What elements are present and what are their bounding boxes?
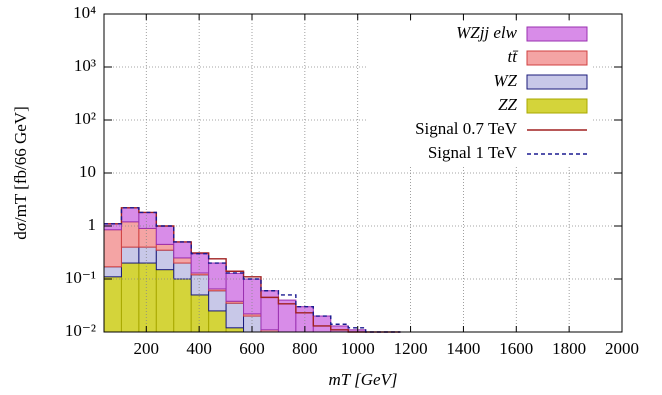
bar-segment xyxy=(173,278,192,333)
bar-segment xyxy=(120,246,140,264)
bar-segment xyxy=(120,221,140,248)
bar-segment xyxy=(173,257,192,264)
legend-swatch xyxy=(526,98,588,114)
x-tick-label: 400 xyxy=(186,339,212,358)
legend-label: Signal 1 TeV xyxy=(428,143,518,162)
signal-line xyxy=(104,207,401,333)
y-tick-label: 10² xyxy=(74,109,96,128)
signal-line xyxy=(104,207,401,333)
y-tick-label: 10 xyxy=(79,162,96,181)
bar-segment xyxy=(277,299,297,333)
y-tick-label: 1 xyxy=(88,215,97,234)
legend-label: tt̄ xyxy=(508,47,520,66)
x-tick-label: 1400 xyxy=(446,339,480,358)
bar-segment xyxy=(120,207,140,223)
bar-segment xyxy=(330,325,349,333)
bar-segment xyxy=(103,266,122,278)
y-tick-label: 10⁻¹ xyxy=(65,268,96,287)
legend-swatch xyxy=(526,74,588,90)
legend-swatch xyxy=(526,26,588,42)
bar-segment xyxy=(208,310,227,333)
bar-segment xyxy=(103,276,122,333)
bar-segment xyxy=(190,274,210,296)
legend-swatch xyxy=(526,50,588,66)
legend-bg xyxy=(367,119,593,141)
bar-segment xyxy=(103,229,122,268)
bar-segment xyxy=(155,249,175,271)
bar-segment xyxy=(225,302,245,329)
x-tick-label: 1600 xyxy=(499,339,533,358)
y-axis-label: dσ/mT [fb/66 GeV] xyxy=(11,106,30,240)
bar-segment xyxy=(190,294,210,333)
x-tick-label: 2000 xyxy=(605,339,639,358)
x-tick-label: 1000 xyxy=(341,339,375,358)
bar-segment xyxy=(173,241,192,259)
x-tick-label: 600 xyxy=(239,339,265,358)
bar-segment xyxy=(155,243,175,251)
bar-segment xyxy=(312,315,332,333)
bar-segment xyxy=(138,227,157,248)
bar-segment xyxy=(138,246,157,264)
legend-label: WZjj elw xyxy=(456,23,518,42)
y-tick-label: 10⁴ xyxy=(73,3,96,22)
bar-segment xyxy=(190,253,210,274)
x-tick-label: 1200 xyxy=(394,339,428,358)
x-tick-label: 200 xyxy=(134,339,160,358)
bar-segment xyxy=(260,290,279,331)
legend-bg xyxy=(367,143,593,165)
bar-segment xyxy=(120,262,140,333)
bar-segment xyxy=(155,225,175,245)
legend-label: WZ xyxy=(493,71,517,90)
x-tick-label: 800 xyxy=(292,339,318,358)
bar-segment xyxy=(208,262,227,290)
bar-segment xyxy=(138,262,157,333)
legend-label: Signal 0.7 TeV xyxy=(415,119,518,138)
x-axis-label: mT [GeV] xyxy=(328,370,397,389)
bar-segment xyxy=(225,327,245,333)
bar-segment xyxy=(138,211,157,229)
legend-label: ZZ xyxy=(498,95,517,114)
bar-segment xyxy=(208,290,227,312)
y-tick-label: 10³ xyxy=(74,56,96,75)
bar-segment xyxy=(103,223,122,231)
x-tick-label: 1800 xyxy=(552,339,586,358)
bar-segment xyxy=(173,262,192,280)
bar-segment xyxy=(225,272,245,302)
y-tick-label: 10⁻² xyxy=(65,321,96,340)
